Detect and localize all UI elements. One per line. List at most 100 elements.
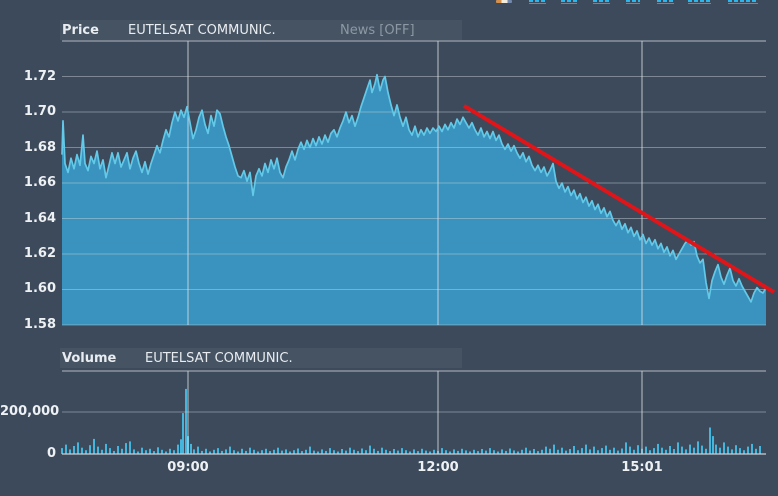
volume-bar <box>677 442 679 454</box>
icon-glyph-fragment <box>728 0 758 2</box>
volume-bar <box>113 450 115 454</box>
volume-bar <box>485 450 487 454</box>
toolbar-icon-4[interactable] <box>626 0 640 4</box>
time-axis-label: 12:00 <box>417 460 459 475</box>
volume-bar <box>93 438 95 454</box>
volume-bar <box>429 451 431 454</box>
volume-header-band <box>60 348 462 368</box>
volume-bar <box>117 446 119 454</box>
toolbar-icon-2[interactable] <box>561 0 577 4</box>
toolbar-icon-5[interactable] <box>657 0 674 4</box>
volume-bar <box>353 449 355 454</box>
icon-glyph-fragment <box>657 0 674 2</box>
volume-bar <box>413 449 415 454</box>
volume-bar <box>213 449 215 454</box>
volume-bar <box>341 449 343 454</box>
volume-bar <box>649 450 651 454</box>
volume-bar <box>137 451 139 454</box>
volume-bar <box>145 450 147 454</box>
volume-bar <box>221 450 223 454</box>
volume-bar <box>241 448 243 455</box>
volume-bar <box>661 447 663 454</box>
volume-bar <box>743 450 745 454</box>
volume-bar <box>637 445 639 454</box>
volume-bar <box>747 446 749 454</box>
icon-underline <box>529 3 546 4</box>
volume-bar <box>657 443 659 454</box>
price-header-band <box>60 20 462 40</box>
price-axis-label: 1.60 <box>23 281 56 296</box>
volume-bar <box>577 450 579 454</box>
volume-bar <box>681 446 683 454</box>
volume-bar <box>557 449 559 454</box>
volume-bar <box>759 446 761 454</box>
volume-bar <box>701 445 703 454</box>
volume-bar <box>697 441 699 454</box>
volume-bar <box>605 445 607 454</box>
toolbar-icon-6[interactable] <box>688 0 711 4</box>
volume-bar <box>289 451 291 454</box>
volume-bar <box>581 448 583 454</box>
volume-bar <box>549 448 551 455</box>
volume-bar <box>609 449 611 454</box>
volume-bar <box>225 449 227 454</box>
volume-bar <box>373 448 375 455</box>
volume-bar <box>389 451 391 454</box>
volume-bar <box>233 450 235 454</box>
volume-bar <box>621 448 623 454</box>
price-area-fill <box>62 74 766 325</box>
icon-underline <box>593 3 610 4</box>
volume-bar <box>629 446 631 454</box>
volume-bar <box>545 446 547 454</box>
volume-bar <box>409 451 411 454</box>
price-axis-label: 1.58 <box>23 317 56 332</box>
volume-bar <box>489 448 491 454</box>
volume-bar <box>193 449 195 454</box>
toolbar-icon-3[interactable] <box>593 0 610 4</box>
volume-bar <box>513 450 515 454</box>
icon-underline <box>626 3 640 4</box>
volume-bar <box>209 451 211 454</box>
volume-bar <box>541 449 543 454</box>
volume-bar <box>405 450 407 454</box>
volume-bar <box>385 449 387 454</box>
volume-bar <box>173 450 175 454</box>
volume-bar <box>601 448 603 454</box>
volume-bar <box>149 448 151 455</box>
volume-bar <box>553 444 555 454</box>
volume-instrument-name: EUTELSAT COMMUNIC. <box>145 351 293 366</box>
icon-underline <box>688 3 711 4</box>
volume-bar <box>425 450 427 454</box>
toolbar-icon-1[interactable] <box>529 0 546 4</box>
volume-bar <box>381 447 383 454</box>
volume-bar <box>727 446 729 454</box>
volume-bar <box>157 447 159 454</box>
price-axis-label: 1.66 <box>23 175 56 190</box>
toolbar-icon-7[interactable] <box>728 0 758 4</box>
edit-pencil-icon[interactable] <box>496 0 512 3</box>
volume-bar <box>177 444 179 454</box>
volume-bar <box>349 447 351 454</box>
volume-bar <box>593 446 595 454</box>
volume-bar <box>537 451 539 454</box>
volume-bar <box>719 447 721 454</box>
volume-bar <box>497 451 499 454</box>
price-instrument-name: EUTELSAT COMMUNIC. <box>128 23 276 38</box>
volume-bar <box>337 451 339 454</box>
volume-bar <box>755 448 757 455</box>
volume-bar <box>597 450 599 454</box>
news-toggle[interactable]: News [OFF] <box>340 23 415 38</box>
volume-bar <box>493 450 495 454</box>
volume-bar <box>357 451 359 454</box>
volume-bar <box>369 445 371 454</box>
volume-bar <box>693 447 695 454</box>
volume-bar <box>689 444 691 454</box>
price-axis-label: 1.70 <box>23 104 56 119</box>
volume-bar <box>201 450 203 454</box>
volume-bar <box>735 445 737 454</box>
volume-bar <box>561 447 563 454</box>
volume-bar <box>153 451 155 454</box>
volume-panel-title: Volume <box>62 351 117 366</box>
